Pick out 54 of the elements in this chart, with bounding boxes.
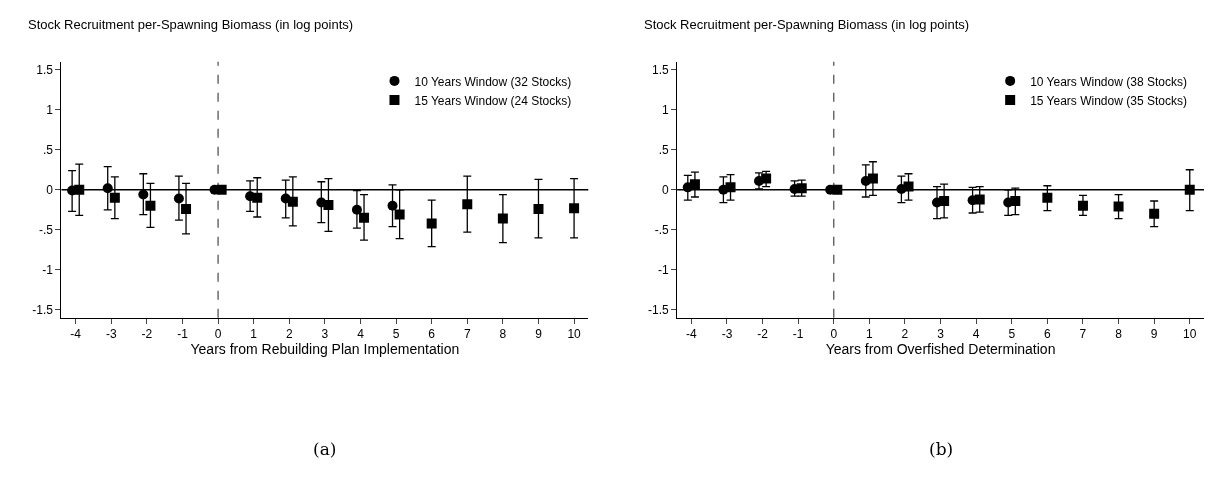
y-tick-label: -1.5 xyxy=(32,303,54,318)
x-tick-label: -3 xyxy=(721,327,733,342)
x-tick-label: 2 xyxy=(285,327,293,342)
x-tick-label: 2 xyxy=(901,327,909,342)
text: (b) xyxy=(929,439,954,459)
y-tick-label: 1 xyxy=(662,102,670,117)
x-tick-label: -1 xyxy=(792,327,804,342)
x-tick-label: 6 xyxy=(1044,327,1052,342)
x-tick-label: 10 xyxy=(1183,327,1197,342)
x-tick-label: 1 xyxy=(250,327,258,342)
y-tick-label: 1.5 xyxy=(36,62,54,77)
x-tick-label: -2 xyxy=(757,327,769,342)
x-tick-label: -4 xyxy=(70,327,82,342)
y-tick-label: -1 xyxy=(658,263,670,278)
x-tick-label: 10 xyxy=(567,327,582,342)
legend-label: 10 Years Window (38 Stocks) xyxy=(1030,74,1187,89)
x-tick-label: 4 xyxy=(972,327,980,342)
y-tick-label: -.5 xyxy=(39,223,54,237)
x-tick-label: -3 xyxy=(105,327,117,342)
x-axis-title: Years from Overfished Determination xyxy=(825,341,1056,358)
y-tick-label: .5 xyxy=(43,142,54,157)
x-tick-label: 8 xyxy=(499,327,507,342)
x-tick-label: 7 xyxy=(1079,327,1087,342)
y-tick-label: -.5 xyxy=(654,223,670,237)
x-axis-title: Years from Rebuilding Plan Implementation xyxy=(190,341,460,358)
x-tick-label: 9 xyxy=(535,327,543,342)
x-tick-label: 0 xyxy=(830,327,838,342)
x-tick-label: 9 xyxy=(1150,327,1158,342)
x-tick-label: 1 xyxy=(866,327,874,342)
x-tick-label: 7 xyxy=(463,327,471,342)
x-tick-label: 3 xyxy=(321,327,329,342)
x-tick-label: -4 xyxy=(686,327,698,342)
x-tick-label: 5 xyxy=(1008,327,1016,342)
legend-label: 10 Years Window (32 Stocks) xyxy=(414,74,572,89)
x-tick-label: 5 xyxy=(392,327,400,342)
x-tick-label: 6 xyxy=(428,327,436,342)
x-tick-label: 4 xyxy=(357,327,365,342)
y-tick-label: .5 xyxy=(658,142,670,157)
y-tick-label: 0 xyxy=(662,182,670,197)
chart-title: Stock Recruitment per-Spawning Biomass (in log points) xyxy=(28,17,354,32)
y-tick-label: 1.5 xyxy=(652,62,670,77)
y-tick-label: 0 xyxy=(46,182,54,197)
y-tick-label: 1 xyxy=(46,102,54,117)
x-tick-label: -2 xyxy=(141,327,153,342)
chart-title: Stock Recruitment per-Spawning Biomass (in log points) xyxy=(644,17,970,32)
y-tick-label: -1 xyxy=(42,263,54,278)
legend-label: 15 Years Window (24 Stocks) xyxy=(414,93,572,108)
legend-label: 15 Years Window (35 Stocks) xyxy=(1030,93,1187,108)
x-tick-label: 3 xyxy=(937,327,945,342)
x-tick-label: -1 xyxy=(177,327,189,342)
x-tick-label: 0 xyxy=(214,327,222,342)
y-tick-label: -1.5 xyxy=(648,303,670,318)
x-tick-label: 8 xyxy=(1115,327,1123,342)
text: (a) xyxy=(313,439,337,459)
